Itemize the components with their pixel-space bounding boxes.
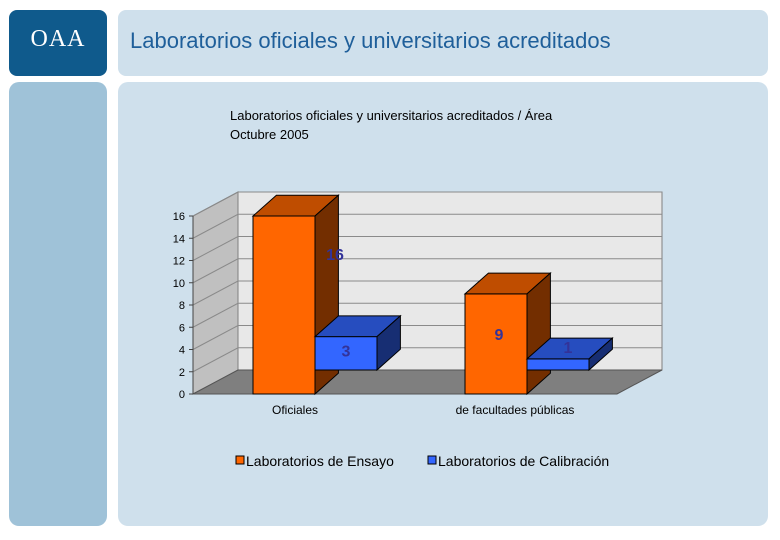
y-tick-label: 6: [179, 322, 185, 334]
y-tick-label: 10: [173, 278, 185, 290]
y-tick-label: 16: [173, 211, 185, 223]
y-tick-label: 12: [173, 256, 185, 268]
legend-label: Laboratorios de Calibración: [438, 453, 609, 469]
data-label: 9: [495, 327, 504, 344]
bar-front: [464, 293, 528, 395]
chart-title: Laboratorios oficiales y universitarios …: [230, 106, 552, 144]
y-tick-label: 2: [179, 367, 185, 379]
y-tick-label: 8: [179, 300, 185, 312]
legend-label: Laboratorios de Ensayo: [246, 453, 394, 469]
data-label: 16: [326, 247, 344, 264]
legend-swatch: [427, 455, 437, 465]
data-label: 1: [564, 340, 573, 357]
y-tick-label: 4: [179, 345, 185, 357]
y-tick-label: 0: [179, 389, 185, 401]
gridline: [192, 258, 662, 284]
bar-side: [588, 336, 613, 372]
gridline: [192, 191, 662, 217]
gridline: [192, 236, 662, 261]
bar-front: [526, 358, 590, 371]
bar-side: [376, 314, 401, 372]
chart-title-line1: Laboratorios oficiales y universitarios …: [230, 108, 553, 123]
logo-text: OAA: [30, 26, 86, 52]
chart-title-line2: Octubre 2005: [230, 127, 309, 142]
x-category-label: Oficiales: [272, 403, 318, 417]
bar-side: [526, 271, 551, 396]
y-tick-label: 14: [173, 233, 185, 245]
x-category-label: de facultades públicas: [456, 403, 575, 417]
legend-swatch: [235, 455, 245, 465]
page-title: Laboratorios oficiales y universitarios …: [130, 28, 611, 53]
data-label: 3: [342, 344, 351, 361]
gridline: [192, 213, 662, 239]
bar-front: [252, 215, 316, 395]
left-decorative-panel: [9, 82, 107, 526]
logo: OAA: [9, 10, 107, 76]
header-bar: Laboratorios oficiales y universitarios …: [118, 10, 768, 76]
